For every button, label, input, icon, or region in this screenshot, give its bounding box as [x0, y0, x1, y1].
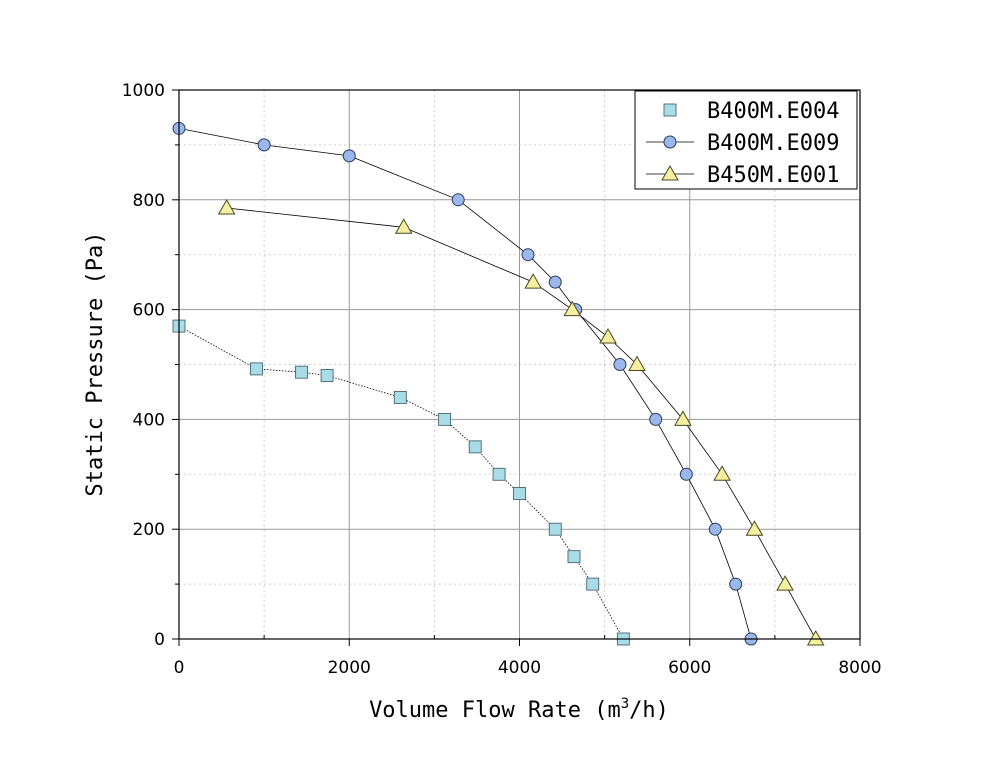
- data-point-triangle: [599, 328, 617, 344]
- series-line-square: [178, 325, 624, 640]
- data-point-circle: [257, 138, 271, 152]
- legend-label: B450M.E001: [707, 163, 839, 188]
- data-point-circle: [521, 248, 535, 262]
- y-tick-label: 800: [133, 191, 165, 211]
- x-tick-label: 2000: [328, 658, 371, 678]
- data-point-triangle: [713, 465, 731, 481]
- x-tick-labels: 0 2000 4000 6000 8000: [174, 658, 882, 678]
- data-point-circle: [451, 193, 465, 207]
- data-point-square: [513, 487, 526, 500]
- series-line-triangle: [226, 207, 817, 640]
- legend-items: B400M.E004 B400M.E009 B450M.E001: [646, 99, 839, 188]
- y-tick-label: 0: [154, 630, 165, 650]
- legend-marker-square: [663, 103, 677, 117]
- x-tick-label: 6000: [668, 658, 711, 678]
- data-point-triangle: [524, 273, 542, 289]
- legend-marker-circle: [663, 135, 677, 149]
- data-point-square: [492, 467, 506, 481]
- data-point-square: [295, 365, 309, 379]
- y-axis-title: Static Pressure (Pa): [83, 232, 108, 497]
- x-axis-title: Volume Flow Rate (m3/h): [369, 696, 669, 723]
- data-point-triangle: [628, 355, 646, 371]
- legend-marker-triangle: [661, 164, 679, 181]
- y-tick-label: 600: [133, 301, 165, 321]
- y-tick-label: 1000: [122, 81, 165, 101]
- legend: B400M.E004 B400M.E009 B450M.E001: [634, 90, 858, 190]
- data-point-circle: [613, 358, 627, 371]
- data-point-square: [567, 550, 581, 564]
- x-tick-label: 4000: [498, 658, 541, 678]
- data-point-square: [250, 362, 263, 376]
- data-point-circle: [729, 577, 743, 591]
- data-point-triangle: [217, 199, 236, 215]
- data-point-square: [438, 412, 452, 426]
- data-point-square: [468, 440, 482, 454]
- data-point-triangle: [674, 410, 692, 426]
- data-point-triangle: [394, 218, 413, 234]
- data-point-triangle: [745, 520, 764, 536]
- y-tick-labels: 0 200 400 600 800 1000: [122, 81, 165, 650]
- x-tick-label: 8000: [838, 658, 881, 678]
- data-point-square: [548, 522, 562, 536]
- series-markers: [172, 121, 825, 646]
- data-point-triangle: [563, 300, 582, 317]
- data-point-triangle: [776, 575, 794, 591]
- data-point-circle: [548, 275, 562, 289]
- data-point-triangle: [806, 629, 825, 646]
- data-point-circle: [342, 149, 356, 163]
- legend-label: B400M.E004: [707, 99, 839, 124]
- series-lines: [178, 128, 817, 640]
- legend-label: B400M.E009: [707, 131, 839, 156]
- x-tick-label: 0: [174, 658, 185, 678]
- y-tick-label: 400: [133, 410, 165, 430]
- data-point-circle: [679, 467, 693, 481]
- axis-ticks: [172, 89, 861, 646]
- data-point-square: [320, 369, 334, 382]
- data-point-square: [393, 390, 407, 404]
- data-point-circle: [708, 522, 722, 536]
- data-point-circle: [649, 412, 663, 426]
- y-tick-label: 200: [133, 520, 165, 540]
- data-point-square: [586, 577, 600, 591]
- series-line-circle: [178, 128, 752, 640]
